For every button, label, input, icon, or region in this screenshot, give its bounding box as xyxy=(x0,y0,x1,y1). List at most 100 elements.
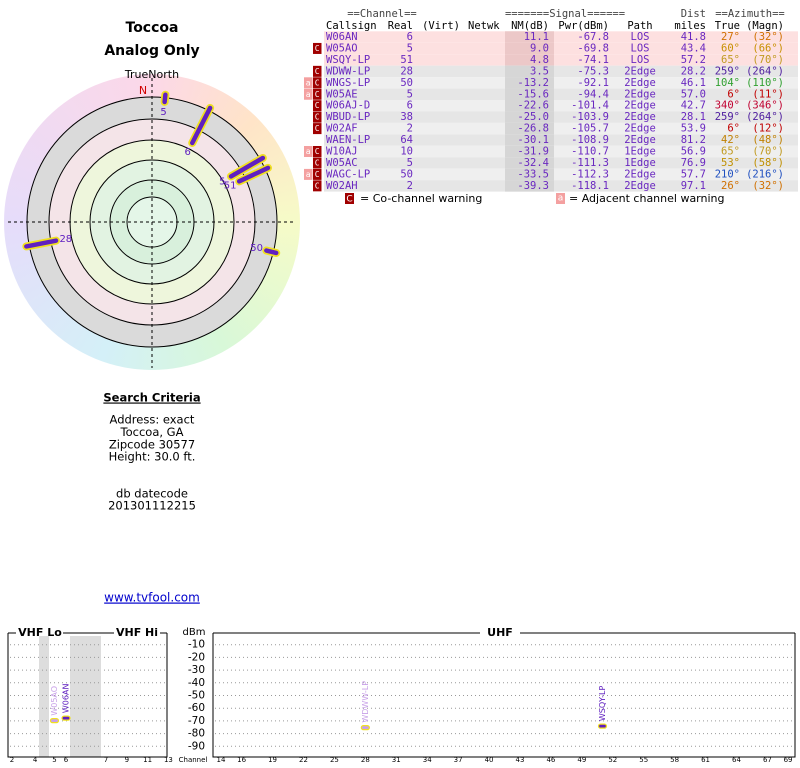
nm-bg xyxy=(505,168,554,181)
warn-badge xyxy=(313,111,322,123)
legend-co-text: = Co-channel warning xyxy=(360,192,482,205)
cell: -33.5 xyxy=(517,168,549,180)
signal-label: W05AO xyxy=(50,686,59,716)
cell: 46.1 xyxy=(681,77,706,89)
search-line: Height: 30.0 ft. xyxy=(109,450,196,464)
cell: -30.1 xyxy=(517,134,549,146)
cell: 42.7 xyxy=(681,100,706,112)
cell: (216°) xyxy=(746,168,784,180)
x-tick-label: 16 xyxy=(237,756,246,764)
radar-mark xyxy=(190,105,213,146)
cell: 3.5 xyxy=(530,65,549,77)
cell: W05AE xyxy=(326,88,358,100)
row-bg xyxy=(324,122,798,135)
x-tick-label: 5 xyxy=(52,756,56,764)
cell: 26° xyxy=(721,180,740,192)
cell: -112.3 xyxy=(571,168,609,180)
cell: 53° xyxy=(721,157,740,169)
cell: 6° xyxy=(727,88,740,100)
spectrum: -10-20-30-40-50-60-70-80-902 4 5 6 7 9 11 13 14 1… xyxy=(10,639,793,764)
radar-mark xyxy=(236,165,271,184)
station-table: ==Channel== =======Signal====== Dist ==Azim… xyxy=(304,8,798,192)
cell: -94.4 xyxy=(577,88,609,100)
row-bg xyxy=(324,54,798,66)
x-tick-label: 28 xyxy=(361,756,370,764)
y-tick-label: -20 xyxy=(188,651,205,663)
row-bg xyxy=(324,168,798,181)
x-tick-label: 49 xyxy=(577,756,586,764)
warn-badge xyxy=(313,146,322,157)
warn-badge xyxy=(313,100,322,112)
cell: 259° xyxy=(715,65,740,77)
nm-bg xyxy=(505,100,554,112)
spectrum-frame xyxy=(7,632,796,758)
warn-badge-text: C xyxy=(315,147,320,156)
nm-bg xyxy=(505,42,554,55)
cell: -13.2 xyxy=(517,77,549,89)
cell: 28.2 xyxy=(681,65,706,77)
cell: WDWW-LP xyxy=(326,65,370,77)
signal-mark xyxy=(49,718,60,724)
cell: 41.8 xyxy=(681,31,706,43)
x-tick-label: 7 xyxy=(104,756,108,764)
cell: 38 xyxy=(400,111,413,123)
cell: -22.6 xyxy=(517,100,549,112)
x-tick-label: 64 xyxy=(732,756,741,764)
cell: 65° xyxy=(721,54,740,66)
cell: 2Edge xyxy=(624,180,656,192)
cell: (264°) xyxy=(746,111,784,123)
cell: WBUD-LP xyxy=(326,111,370,123)
legend-adj-badge: a xyxy=(558,194,564,204)
subtitle: Analog Only xyxy=(104,43,199,59)
cell: 2 xyxy=(407,123,413,135)
cell: 5 xyxy=(407,88,413,100)
signal-label: W06AN xyxy=(62,684,71,714)
x-tick-label: 6 xyxy=(64,756,69,764)
warn-badge-text: C xyxy=(315,113,320,122)
legend: C = Co-channel warning a = Adjacent chan… xyxy=(345,192,725,205)
cell: 56.9 xyxy=(681,146,706,158)
cell: 1Edge xyxy=(624,157,656,169)
cell: 2Edge xyxy=(624,77,656,89)
warn-badge xyxy=(313,168,322,180)
cell: 340° xyxy=(715,100,740,112)
cell: 2Edge xyxy=(624,100,656,112)
group-header: ==Azimuth== xyxy=(715,8,785,20)
db-value: 201301112215 xyxy=(108,499,196,513)
nm-bg xyxy=(505,145,554,158)
row-bg xyxy=(324,145,798,158)
cell: 4.8 xyxy=(530,54,549,66)
cell: 5 xyxy=(407,42,413,54)
x-tick-label: 22 xyxy=(299,756,308,764)
radar-mark xyxy=(228,155,266,179)
warn-badge-text: C xyxy=(315,181,320,190)
nm-bg xyxy=(505,111,554,123)
x-axis-label: Channel xyxy=(179,756,208,764)
warn-badge xyxy=(313,157,322,169)
crosshair xyxy=(8,78,296,368)
cell: 28.1 xyxy=(681,111,706,123)
site-link[interactable]: www.tvfool.com xyxy=(104,591,200,605)
cell: 81.2 xyxy=(681,134,706,146)
cell: 2Edge xyxy=(624,134,656,146)
column-header: Pwr(dBm) xyxy=(558,20,609,32)
group-header: ==Channel== xyxy=(347,8,417,20)
row-bg xyxy=(324,65,798,78)
cell: -69.8 xyxy=(577,42,609,54)
cell: LOS xyxy=(631,31,650,43)
cell: -25.0 xyxy=(517,111,549,123)
title: Toccoa xyxy=(126,20,179,36)
column-header: Real xyxy=(388,20,413,32)
cell: 2Edge xyxy=(624,88,656,100)
row-bg xyxy=(324,111,798,123)
cell: 97.1 xyxy=(681,180,706,192)
cell: -75.3 xyxy=(577,65,609,77)
cell: 10 xyxy=(400,146,413,158)
cell: -108.9 xyxy=(571,134,609,146)
nm-bg xyxy=(505,31,554,43)
nm-bg xyxy=(505,77,554,89)
radar-label: 5 xyxy=(160,107,166,118)
cell: 210° xyxy=(715,168,740,180)
nm-bg xyxy=(505,180,554,192)
